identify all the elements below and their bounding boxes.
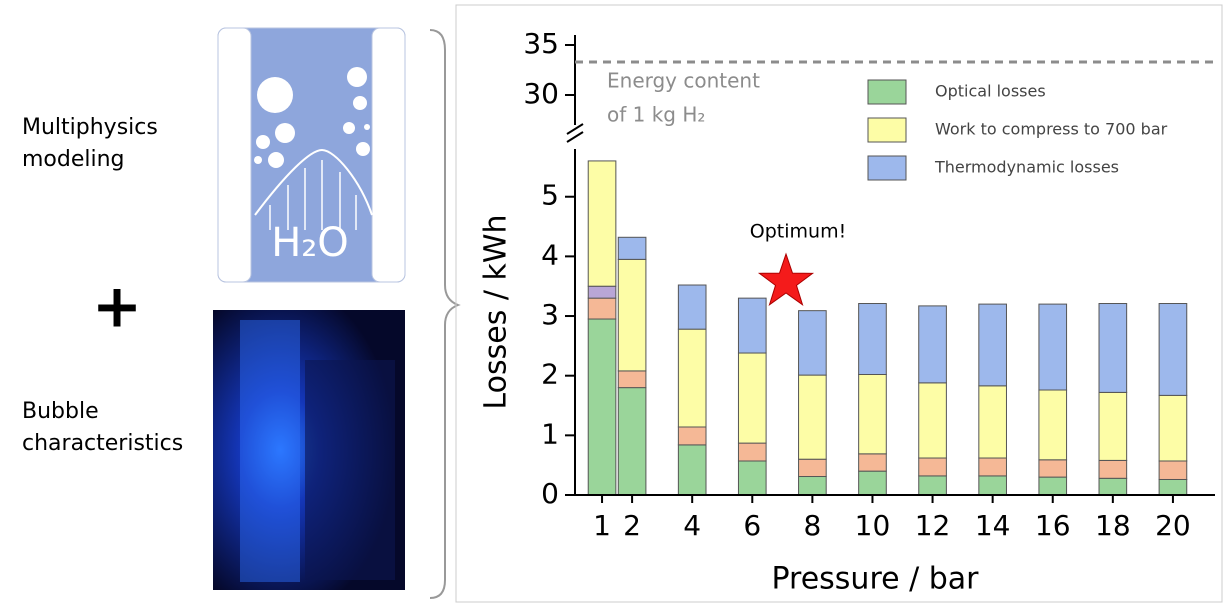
bar-segment — [979, 304, 1007, 386]
annotation: Optimum! — [750, 221, 846, 243]
reference-label: of 1 kg H₂ — [607, 103, 705, 127]
y-tick-label: 35 — [523, 27, 559, 60]
bar-segment — [588, 161, 616, 286]
x-axis-label: Pressure / bar — [771, 562, 979, 597]
y-tick-label: 2 — [541, 358, 559, 391]
bar-segment — [738, 353, 766, 443]
bar-segment — [1039, 304, 1067, 390]
bar-segment — [678, 445, 706, 495]
bar-segment — [919, 476, 947, 495]
bar-segment — [588, 286, 616, 298]
bar-segment — [1099, 460, 1127, 478]
bar-segment — [678, 285, 706, 329]
bar-segment — [1039, 477, 1067, 495]
y-tick-label: 3 — [541, 298, 559, 331]
bar-segment — [738, 298, 766, 353]
photo — [213, 310, 405, 590]
bar-segment — [618, 371, 646, 388]
illustration: H₂O — [218, 28, 405, 282]
x-tick-label: 12 — [915, 509, 951, 542]
figure: Multiphysicsmodeling + H₂O Bubblecharact… — [0, 0, 1224, 608]
x-tick-label: 8 — [803, 509, 821, 542]
bar-segment — [678, 329, 706, 427]
bar-segment — [799, 375, 827, 459]
x-tick-label: 18 — [1095, 509, 1131, 542]
y-tick-label: 1 — [541, 417, 559, 450]
legend-label: Work to compress to 700 bar — [935, 120, 1168, 139]
star — [759, 254, 812, 305]
legend-swatch — [868, 118, 906, 142]
bar-segment — [979, 386, 1007, 458]
y-axis-label: Losses / kWh — [479, 214, 514, 409]
x-tick-label: 6 — [743, 509, 761, 542]
bar-segment — [919, 383, 947, 458]
x-tick-label: 20 — [1155, 509, 1191, 542]
legend-swatch — [868, 156, 906, 180]
bar-segment — [618, 237, 646, 259]
bar-segment — [1099, 392, 1127, 460]
x-tick-label: 1 — [593, 509, 611, 542]
bar-segment — [1039, 390, 1067, 460]
legend-label: Optical losses — [935, 82, 1046, 101]
bar-segment — [1039, 460, 1067, 477]
bar-segment — [859, 471, 887, 495]
x-tick-label: 14 — [975, 509, 1011, 542]
x-tick-label: 10 — [855, 509, 891, 542]
x-tick-label: 4 — [683, 509, 701, 542]
y-tick-label: 0 — [541, 477, 559, 510]
bar-segment — [1159, 395, 1187, 461]
plus-sign: + — [92, 272, 142, 342]
bar-segment — [1159, 461, 1187, 479]
reference-label: Energy content — [607, 69, 760, 93]
x-tick-label: 16 — [1035, 509, 1071, 542]
bar-segment — [588, 298, 616, 319]
bar-segment — [979, 476, 1007, 495]
brace — [430, 30, 458, 598]
bar-segment — [1099, 478, 1127, 495]
bar-segment — [859, 374, 887, 453]
bar-segment — [919, 306, 947, 383]
illustration-label: H₂O — [271, 220, 349, 266]
bar-segment — [859, 304, 887, 375]
bar-segment — [618, 259, 646, 371]
bar-segment — [1099, 304, 1127, 393]
bar-segment — [799, 311, 827, 375]
y-tick-label: 30 — [523, 77, 559, 110]
bar-segment — [1159, 304, 1187, 396]
bar-segment — [979, 458, 1007, 476]
bar-segment — [738, 461, 766, 495]
legend-label: Thermodynamic losses — [934, 158, 1119, 177]
bar-segment — [919, 458, 947, 476]
bar-segment — [799, 459, 827, 476]
legend-swatch — [868, 80, 906, 104]
y-tick-label: 5 — [541, 179, 559, 212]
bar-segment — [799, 477, 827, 495]
y-tick-label: 4 — [541, 238, 559, 271]
bar-segment — [738, 443, 766, 461]
bar-segment — [859, 454, 887, 471]
bar-segment — [588, 319, 616, 495]
bar-segment — [1159, 479, 1187, 495]
x-tick-label: 2 — [623, 509, 641, 542]
bar-segment — [678, 427, 706, 445]
bar-segment — [618, 388, 646, 495]
